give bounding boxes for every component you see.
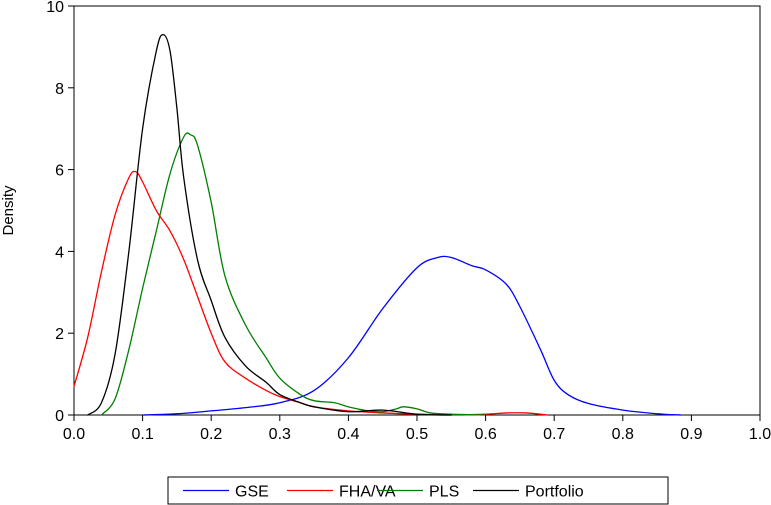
series-line-portfolio	[87, 33, 452, 416]
y-axis-label: Density	[0, 185, 17, 236]
x-tick-label: 0.2	[200, 426, 222, 443]
plot-frame	[73, 5, 761, 416]
y-tick-label: 6	[55, 163, 64, 180]
x-tick-label: 0.3	[269, 426, 291, 443]
series-line-fha-va	[73, 170, 548, 416]
x-tick-label: 0.0	[63, 426, 85, 443]
x-tick-label: 0.4	[337, 426, 359, 443]
y-axis: 0 2 4 6 8 10	[46, 0, 74, 425]
x-axis: 0.0 0.1 0.2 0.3 0.4 0.5 0.6 0.7 0.8 0.9 1.0	[63, 415, 771, 443]
y-tick-label: 8	[55, 81, 64, 98]
x-tick-label: 0.9	[680, 426, 702, 443]
y-tick-label: 10	[46, 0, 64, 16]
series-line-pls	[100, 132, 487, 416]
x-tick-label: 0.7	[543, 426, 565, 443]
series-layer	[73, 33, 682, 416]
x-tick-label: 0.5	[406, 426, 428, 443]
y-tick-label: 2	[55, 326, 64, 343]
x-tick-label: 0.8	[612, 426, 634, 443]
x-tick-label: 1.0	[749, 426, 771, 443]
series-line-gse	[141, 255, 682, 416]
legend-label-portfolio: Portfolio	[525, 484, 584, 501]
y-tick-label: 4	[55, 244, 64, 261]
x-tick-label: 0.6	[474, 426, 496, 443]
legend-label-fha-va: FHA/VA	[339, 484, 396, 501]
legend-label-gse: GSE	[235, 484, 269, 501]
y-tick-label: 0	[55, 408, 64, 425]
legend-label-pls: PLS	[429, 484, 459, 501]
legend-frame	[167, 476, 669, 505]
x-tick-label: 0.1	[131, 426, 153, 443]
legend: GSE FHA/VA PLS Portfolio	[167, 476, 669, 505]
plot-area	[73, 5, 761, 416]
